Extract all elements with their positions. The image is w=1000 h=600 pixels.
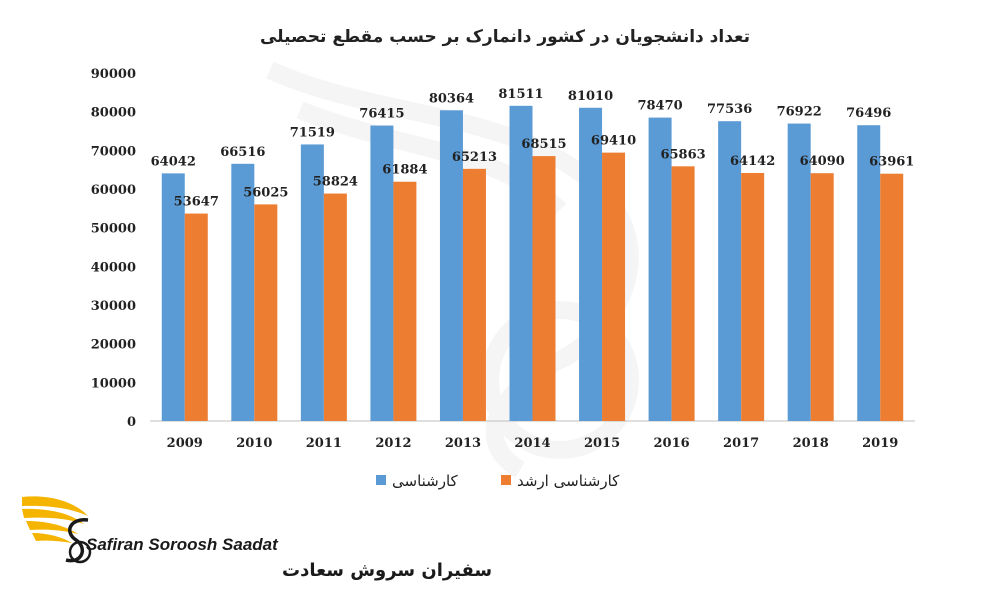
bar-master xyxy=(602,152,626,421)
data-label-master: 56025 xyxy=(243,185,288,200)
data-label-bachelor: 77536 xyxy=(707,102,752,117)
data-label-master: 64142 xyxy=(730,154,775,169)
bar-bachelor xyxy=(370,125,394,422)
data-label-bachelor: 66516 xyxy=(220,145,265,160)
y-tick-label: 60000 xyxy=(91,183,136,198)
data-label-bachelor: 80364 xyxy=(429,91,474,106)
data-label-bachelor: 78470 xyxy=(637,99,682,114)
bar-master xyxy=(810,173,834,421)
bar-master xyxy=(532,156,556,422)
y-tick-label: 10000 xyxy=(91,376,136,391)
x-tick-label: 2011 xyxy=(306,436,342,451)
bar-bachelor xyxy=(718,121,742,422)
legend-label-bachelor: کارشناسی xyxy=(392,472,459,490)
bar-master xyxy=(393,181,417,421)
data-label-bachelor: 71519 xyxy=(290,125,335,140)
data-label-master: 58824 xyxy=(313,175,358,190)
brand-name-latin: Safiran Soroosh Saadat xyxy=(86,535,279,554)
data-label-master: 63961 xyxy=(869,155,914,170)
x-tick-label: 2012 xyxy=(375,436,411,451)
data-label-bachelor: 81511 xyxy=(498,87,543,102)
x-tick-label: 2009 xyxy=(167,436,203,451)
legend-label-master: کارشناسی ارشد xyxy=(517,472,620,490)
bar-bachelor xyxy=(231,163,255,421)
bar-master xyxy=(184,213,208,421)
x-tick-label: 2017 xyxy=(723,436,759,451)
bar-bachelor xyxy=(300,144,324,421)
data-label-bachelor: 76415 xyxy=(359,107,404,122)
wing-icon xyxy=(22,496,88,543)
x-tick-label: 2014 xyxy=(514,436,550,451)
bar-master xyxy=(462,168,486,421)
bar-bachelor xyxy=(509,105,533,422)
legend: کارشناسی کارشناسی ارشد xyxy=(376,472,620,490)
bar-bachelor xyxy=(579,107,603,422)
y-tick-label: 20000 xyxy=(91,338,136,353)
brand-logo: Safiran Soroosh Saadat سفیران سروش سعادت xyxy=(22,496,492,581)
data-label-master: 65213 xyxy=(452,150,497,165)
bar-master xyxy=(323,193,347,421)
y-tick-label: 0 xyxy=(127,415,136,430)
data-label-bachelor: 76496 xyxy=(846,106,891,121)
y-tick-label: 80000 xyxy=(91,106,136,121)
bar-bachelor xyxy=(648,117,672,421)
bar-series-group xyxy=(161,105,904,422)
bar-master xyxy=(880,173,904,421)
data-label-master: 68515 xyxy=(521,137,566,152)
x-tick-label: 2013 xyxy=(445,436,481,451)
y-tick-label: 30000 xyxy=(91,299,136,314)
x-axis: 2009 2010 2011 2012 2013 2014 2015 2016 2017 2018… xyxy=(167,436,899,451)
y-axis: 0 10000 20000 30000 40000 50000 60000 70000 8000… xyxy=(91,67,136,430)
data-labels-group: 64042 53647 66516 56025 71519 58824 76415 61884… xyxy=(151,87,915,210)
data-label-master: 61884 xyxy=(382,163,427,178)
bar-bachelor xyxy=(161,173,185,421)
bar-master xyxy=(741,172,765,421)
data-label-bachelor: 81010 xyxy=(568,89,613,104)
x-tick-label: 2015 xyxy=(584,436,620,451)
data-label-bachelor: 76922 xyxy=(777,105,822,120)
y-tick-label: 70000 xyxy=(91,144,136,159)
bar-master xyxy=(671,166,695,421)
bar-master xyxy=(254,204,278,421)
data-label-bachelor: 64042 xyxy=(151,154,196,169)
legend-swatch-bachelor xyxy=(376,475,386,485)
y-tick-label: 40000 xyxy=(91,260,136,275)
brand-name-farsi: سفیران سروش سعادت xyxy=(282,560,492,581)
legend-swatch-master xyxy=(501,475,511,485)
y-tick-label: 90000 xyxy=(91,67,136,82)
x-tick-label: 2018 xyxy=(793,436,829,451)
bar-bachelor xyxy=(439,110,463,421)
data-label-master: 69410 xyxy=(591,134,636,149)
x-tick-label: 2010 xyxy=(236,436,272,451)
y-tick-label: 50000 xyxy=(91,222,136,237)
swirl-s-icon xyxy=(65,518,92,564)
x-tick-label: 2019 xyxy=(862,436,898,451)
bar-bachelor xyxy=(857,125,881,422)
chart-title: تعداد دانشجویان در کشور دانمارک بر حسب م… xyxy=(260,27,750,47)
bar-bachelor xyxy=(787,123,811,421)
data-label-master: 53647 xyxy=(174,195,219,210)
x-tick-label: 2016 xyxy=(653,436,689,451)
data-label-master: 64090 xyxy=(800,154,845,169)
data-label-master: 65863 xyxy=(660,147,705,162)
